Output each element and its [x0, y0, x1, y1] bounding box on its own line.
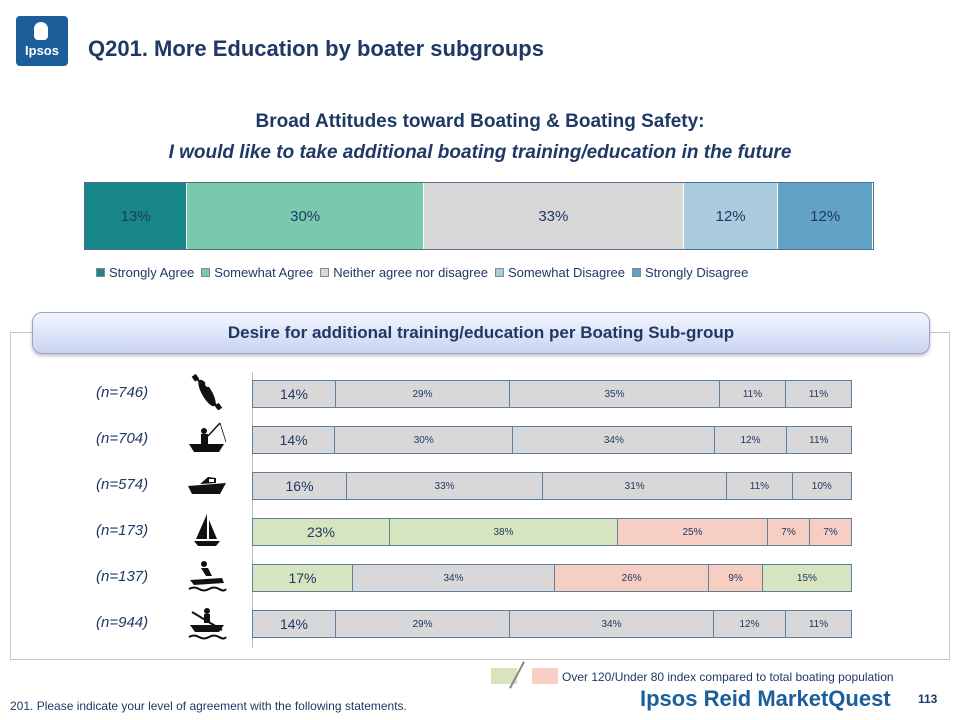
subgroup-banner: Desire for additional training/education…	[32, 312, 930, 354]
legend-label: Somewhat Disagree	[507, 265, 626, 280]
bar-segment-neither: 35%	[510, 380, 720, 408]
bar-segment-somewhat-disagree: 11%	[727, 472, 793, 500]
bar-segment-neither: 31%	[543, 472, 728, 500]
chart-subtitle: I would like to take additional boating …	[168, 142, 792, 163]
subgroup-stacked-bar: 23% 38% 25% 7% 7%	[252, 518, 852, 546]
bar-segment-somewhat-disagree: 12%	[715, 426, 787, 454]
under-index-swatch	[532, 668, 558, 684]
legend-label: Neither agree nor disagree	[333, 265, 488, 280]
category-axis-line	[252, 372, 253, 648]
fishing-boat-icon	[186, 420, 228, 456]
bar-segment-somewhat-agree: 29%	[336, 610, 510, 638]
kayak-icon	[186, 373, 228, 411]
legend-item-somewhat-disagree: Somewhat Disagree	[494, 265, 626, 280]
bar-segment-strongly-agree: 14%	[252, 380, 336, 408]
bar-segment-strongly-disagree: 15%	[762, 564, 852, 592]
chart-title: Broad Attitudes toward Boating & Boating…	[255, 111, 705, 132]
subgroup-stacked-bar: 14% 29% 34% 12% 11%	[252, 610, 852, 638]
bar-segment-somewhat-agree: 30%	[335, 426, 514, 454]
bar-segment-neither: 34%	[513, 426, 716, 454]
bar-segment-strongly-agree: 13%	[85, 183, 188, 249]
bar-segment-somewhat-disagree: 9%	[709, 564, 763, 592]
brand-wordmark: Ipsos Reid MarketQuest	[640, 686, 891, 711]
legend-label: Strongly Disagree	[645, 265, 749, 280]
bar-segment-strongly-disagree: 11%	[786, 426, 852, 454]
legend-item-somewhat-agree: Somewhat Agree	[201, 265, 313, 280]
bar-segment-somewhat-agree: 38%	[390, 518, 618, 546]
bar-segment-strongly-agree: 14%	[252, 426, 336, 454]
bar-segment-strongly-agree: 16%	[252, 472, 348, 500]
bar-segment-strongly-disagree: 10%	[792, 472, 852, 500]
bar-segment-strongly-disagree: 11%	[786, 380, 852, 408]
bar-segment-strongly-agree: 23%	[252, 518, 390, 546]
row-label: (n=173)	[96, 522, 149, 539]
bar-segment-somewhat-disagree: 12%	[714, 610, 786, 638]
row-label: (n=944)	[96, 614, 149, 631]
row-label: (n=137)	[96, 568, 149, 585]
row-label: (n=704)	[96, 430, 149, 447]
bar-segment-somewhat-agree: 34%	[352, 564, 555, 592]
over-index-swatch	[491, 668, 517, 684]
row-label: (n=574)	[96, 476, 149, 493]
subgroup-stacked-bar: 14% 30% 34% 12% 11%	[252, 426, 852, 454]
overall-stacked-bar: 13% 30% 33% 12% 12%	[84, 182, 874, 250]
subgroup-stacked-bar: 17% 34% 26% 9% 15%	[252, 564, 852, 592]
bar-segment-somewhat-agree: 33%	[347, 472, 544, 500]
page-title: Q201. More Education by boater subgroups	[88, 36, 544, 61]
page-number: 113	[918, 692, 938, 706]
jet-ski-icon	[186, 558, 228, 594]
bar-segment-strongly-agree: 17%	[252, 564, 353, 592]
footnote: 201. Please indicate your level of agree…	[10, 699, 407, 713]
bar-segment-neither: 34%	[510, 610, 714, 638]
legend-label: Somewhat Agree	[214, 265, 314, 280]
index-key-text: Over 120/Under 80 index compared to tota…	[562, 670, 894, 684]
logo-mark	[34, 22, 48, 40]
bar-segment-somewhat-agree: 30%	[187, 183, 424, 249]
bar-segment-strongly-disagree: 11%	[786, 610, 852, 638]
legend-swatch	[320, 268, 330, 277]
bar-segment-somewhat-agree: 29%	[336, 380, 510, 408]
bar-segment-neither: 33%	[423, 183, 684, 249]
bar-segment-strongly-agree: 14%	[252, 610, 336, 638]
legend-item-neither: Neither agree nor disagree	[320, 265, 488, 280]
bar-segment-strongly-disagree: 7%	[810, 518, 852, 546]
bar-segment-strongly-disagree: 12%	[778, 183, 873, 249]
chart-legend: Strongly Agree Somewhat Agree Neither agre…	[96, 265, 755, 280]
bar-segment-somewhat-disagree: 11%	[720, 380, 786, 408]
legend-item-strongly-disagree: Strongly Disagree	[632, 265, 748, 280]
legend-swatch	[494, 268, 504, 277]
legend-item-strongly-agree: Strongly Agree	[96, 265, 194, 280]
bar-segment-somewhat-disagree: 7%	[768, 518, 810, 546]
sailboat-icon	[186, 512, 228, 548]
subgroup-stacked-bar: 14% 29% 35% 11% 11%	[252, 380, 852, 408]
bar-segment-neither: 25%	[618, 518, 768, 546]
legend-swatch	[201, 268, 211, 277]
legend-swatch	[96, 268, 105, 277]
row-label: (n=746)	[96, 384, 149, 401]
ipsos-logo: Ipsos	[16, 16, 68, 66]
motorboat-icon	[186, 466, 228, 502]
rowboat-icon	[186, 604, 228, 640]
legend-label: Strongly Agree	[109, 265, 195, 280]
bar-segment-neither: 26%	[554, 564, 710, 592]
legend-swatch	[632, 268, 642, 277]
bar-segment-somewhat-disagree: 12%	[683, 183, 779, 249]
subgroup-stacked-bar: 16% 33% 31% 11% 10%	[252, 472, 852, 500]
logo-text: Ipsos	[25, 43, 59, 58]
